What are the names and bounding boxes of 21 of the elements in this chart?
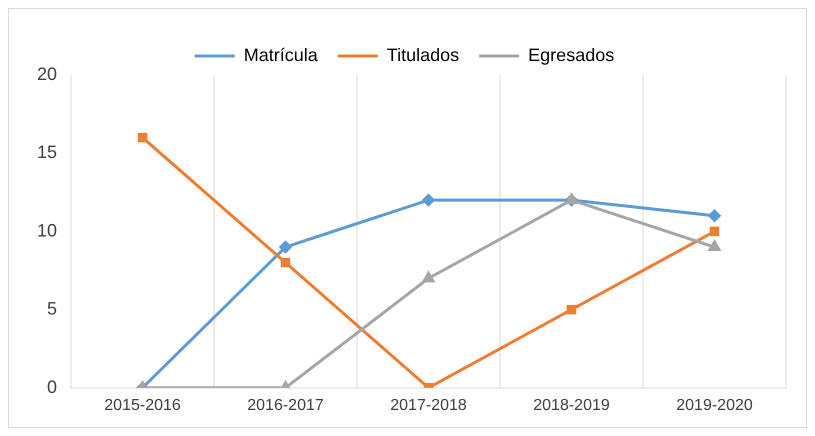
legend-label: Matrícula (244, 44, 319, 65)
point (708, 209, 721, 222)
y-tick-label: 20 (36, 64, 58, 84)
y-tick-label: 0 (47, 376, 58, 397)
x-tick-label: 2015-2016 (104, 396, 181, 414)
x-tick-label: 2016-2017 (247, 396, 324, 414)
point (280, 258, 290, 268)
point (708, 240, 722, 252)
legend-label: Egresados (528, 44, 614, 65)
point (138, 132, 148, 142)
y-tick-label: 15 (36, 142, 58, 162)
point (422, 270, 436, 282)
point (710, 226, 720, 236)
x-tick-label: 2017-2018 (390, 396, 467, 414)
y-tick-label: 5 (47, 298, 58, 319)
point (422, 194, 436, 207)
x-tick-label: 2019-2020 (676, 396, 753, 414)
x-tick-label: 2018-2019 (533, 396, 610, 414)
y-tick-label: 10 (36, 220, 58, 240)
point (279, 240, 292, 254)
legend-label: Titulados (386, 44, 460, 65)
